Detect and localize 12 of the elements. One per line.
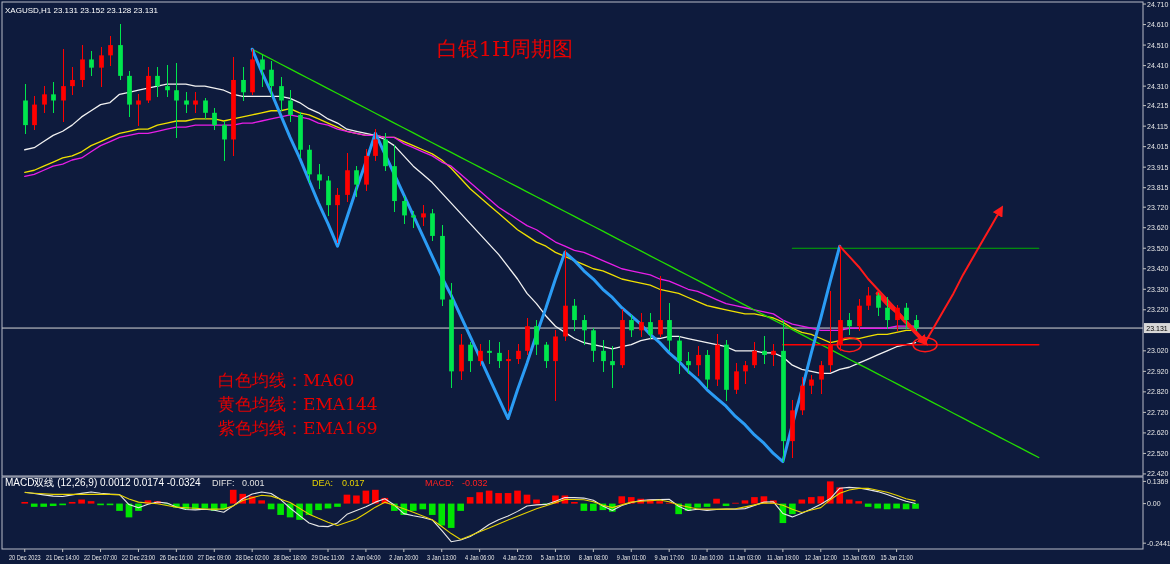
annotation: MACD双线 (12,26,9) 0.0012 0.0174 -0.0324 (5, 477, 202, 488)
annotation: 0.001 (242, 478, 265, 488)
annotation: MACD: (425, 478, 454, 488)
annotation: DIFF: (212, 478, 235, 488)
annotation: XAGUSD,H1 23.131 23.152 23.128 23.131 (5, 6, 159, 15)
annotation: DEA: (312, 478, 334, 488)
annotation: -0.032 (462, 478, 488, 488)
text: 白银1H周期图 (436, 37, 574, 61)
annotation: 0.017 (342, 478, 365, 488)
annotation: 黄色均线：EMA144 (218, 394, 378, 414)
annotation: 白色均线：MA60 (218, 370, 355, 390)
annotation: 紫色均线：EMA169 (218, 418, 378, 438)
